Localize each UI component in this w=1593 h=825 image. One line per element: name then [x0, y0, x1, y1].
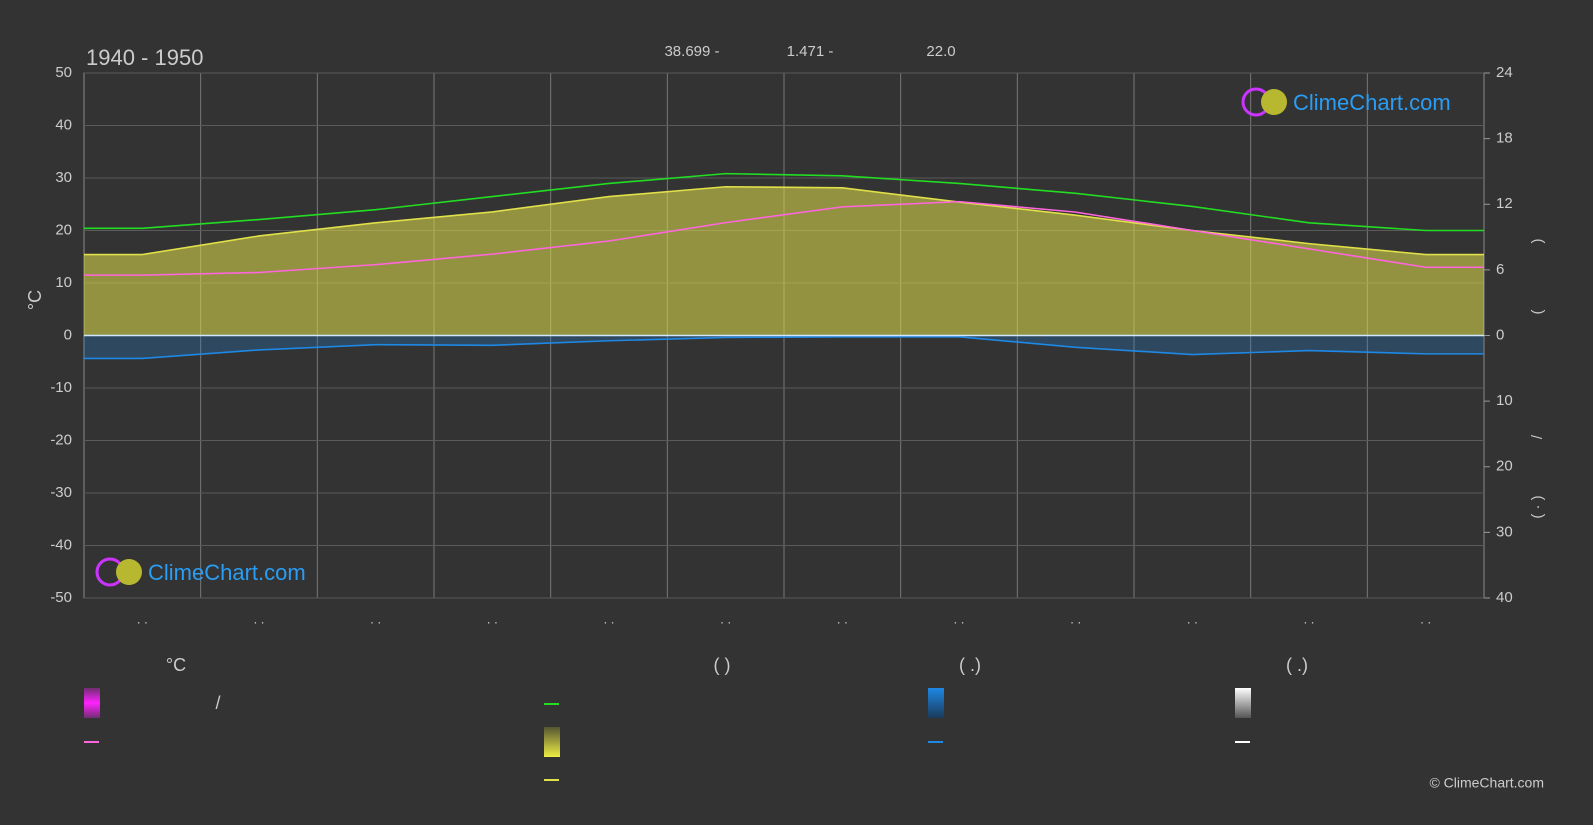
legend-swatch	[1235, 688, 1251, 718]
y-tick-label: 20	[55, 221, 72, 238]
legend-swatch	[928, 688, 944, 718]
logo-icon	[116, 559, 142, 585]
x-tick-label: . .	[1304, 611, 1315, 626]
x-tick-label: . .	[837, 611, 848, 626]
legend-swatch	[544, 727, 560, 757]
chart-title: 1940 - 1950	[86, 45, 203, 70]
legend-heading: ( .)	[1286, 655, 1308, 675]
y-tick-label: 30	[55, 169, 72, 186]
y2-axis-label: (	[1529, 310, 1546, 315]
logo: ClimeChart.com ClimeChart.com	[95, 87, 1451, 587]
y2-axis-label: /	[1529, 434, 1546, 439]
x-tick-label: . .	[604, 611, 615, 626]
watermark: ClimeChart.com	[1293, 90, 1451, 115]
x-tick-label: . .	[1420, 611, 1431, 626]
x-tick-label: . .	[137, 611, 148, 626]
x-tick-label: . .	[487, 611, 498, 626]
legend-heading: °C	[166, 655, 186, 675]
x-tick-label: . .	[254, 611, 265, 626]
series-line	[84, 172, 1484, 232]
header-value: 38.699 -	[664, 43, 719, 60]
logo-icon	[1261, 89, 1287, 115]
legend: °C / ( ) ( .) ( .)	[84, 655, 1308, 781]
y-tick-label: 40	[55, 116, 72, 133]
legend-heading: ( )	[714, 655, 731, 675]
y3-tick-label: 20	[1496, 458, 1513, 475]
copyright: © ClimeChart.com	[1429, 775, 1544, 791]
legend-heading: ( .)	[959, 655, 981, 675]
y2-tick-label: 12	[1496, 195, 1513, 212]
y2-axis-label: ( · )	[1529, 495, 1546, 518]
y-tick-label: -30	[50, 484, 72, 501]
y3-tick-label: 10	[1496, 392, 1513, 409]
y-tick-label: -20	[50, 431, 72, 448]
series-area	[84, 335, 1484, 359]
y-tick-label: 50	[55, 64, 72, 81]
x-tick-label: . .	[720, 611, 731, 626]
y2-tick-label: 18	[1496, 130, 1513, 147]
y2-tick-label: 0	[1496, 326, 1504, 343]
x-tick-label: . .	[954, 611, 965, 626]
y-tick-label: -10	[50, 379, 72, 396]
y-axis-label: °C	[25, 290, 45, 310]
y-tick-label: 10	[55, 274, 72, 291]
series-area	[84, 186, 1484, 336]
y-tick-label: -40	[50, 536, 72, 553]
y-tick-label: -50	[50, 589, 72, 606]
x-tick-label: . .	[1187, 611, 1198, 626]
y3-tick-label: 30	[1496, 523, 1513, 540]
watermark: ClimeChart.com	[148, 560, 306, 585]
series-line	[84, 185, 1484, 256]
header-value: 1.471 -	[787, 43, 834, 60]
series-line	[84, 200, 1484, 276]
legend-text: /	[215, 693, 220, 713]
x-tick-label: . .	[370, 611, 381, 626]
header-value: 22.0	[926, 43, 955, 60]
x-tick-label: . .	[1070, 611, 1081, 626]
y3-tick-label: 40	[1496, 589, 1513, 606]
series-line	[84, 336, 1484, 360]
y2-tick-label: 6	[1496, 261, 1504, 278]
legend-swatch	[84, 688, 100, 718]
y2-axis-label: )	[1529, 239, 1546, 244]
y2-tick-label: 24	[1496, 64, 1513, 81]
y-tick-label: 0	[64, 326, 72, 343]
